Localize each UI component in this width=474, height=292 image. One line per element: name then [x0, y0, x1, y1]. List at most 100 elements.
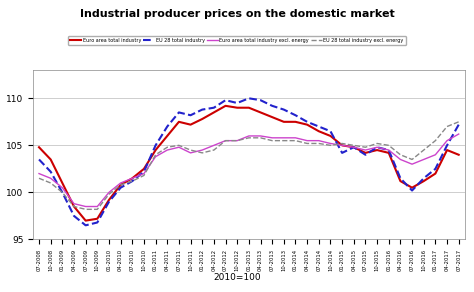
Euro area total industry — [129, 177, 135, 180]
Euro area total industry excl. energy — [36, 172, 42, 175]
EU 28 total industry — [71, 214, 77, 218]
Euro area total industry excl. energy — [153, 155, 158, 158]
Euro area total industry excl. energy — [328, 142, 333, 145]
EU 28 total industry — [386, 148, 392, 152]
Euro area total industry — [223, 104, 228, 107]
Euro area total industry — [94, 217, 100, 220]
EU 28 total industry excl. energy — [36, 177, 42, 180]
Euro area total industry — [118, 183, 123, 187]
EU 28 total industry excl. energy — [176, 144, 182, 147]
EU 28 total industry excl. energy — [328, 144, 333, 147]
EU 28 total industry excl. energy — [141, 174, 147, 177]
Euro area total industry excl. energy — [200, 148, 205, 152]
Euro area total industry — [83, 219, 89, 223]
Euro area total industry — [200, 117, 205, 121]
EU 28 total industry excl. energy — [351, 144, 356, 147]
Euro area total industry excl. energy — [281, 136, 287, 140]
Euro area total industry — [351, 145, 356, 149]
Euro area total industry excl. energy — [164, 148, 170, 152]
EU 28 total industry excl. energy — [258, 136, 264, 140]
EU 28 total industry excl. energy — [316, 142, 322, 145]
EU 28 total industry excl. energy — [421, 148, 427, 152]
EU 28 total industry — [433, 167, 438, 171]
Euro area total industry — [246, 106, 252, 110]
EU 28 total industry excl. energy — [200, 151, 205, 155]
EU 28 total industry — [398, 177, 403, 180]
EU 28 total industry — [106, 200, 112, 204]
Euro area total industry — [106, 198, 112, 202]
EU 28 total industry excl. energy — [48, 181, 54, 185]
EU 28 total industry — [363, 153, 368, 157]
Euro area total industry excl. energy — [374, 145, 380, 149]
Euro area total industry — [59, 181, 65, 185]
Euro area total industry — [328, 134, 333, 138]
Euro area total industry excl. energy — [386, 148, 392, 152]
Line: Euro area total industry: Euro area total industry — [39, 106, 459, 221]
Euro area total industry — [444, 148, 450, 152]
EU 28 total industry excl. energy — [153, 153, 158, 157]
Euro area total industry excl. energy — [339, 144, 345, 147]
EU 28 total industry — [200, 108, 205, 111]
EU 28 total industry — [48, 170, 54, 173]
Euro area total industry excl. energy — [106, 191, 112, 194]
EU 28 total industry excl. energy — [223, 139, 228, 142]
Euro area total industry — [269, 115, 275, 119]
Euro area total industry excl. energy — [398, 158, 403, 161]
EU 28 total industry — [36, 158, 42, 161]
EU 28 total industry — [444, 144, 450, 147]
EU 28 total industry — [164, 125, 170, 128]
EU 28 total industry — [153, 144, 158, 147]
EU 28 total industry excl. energy — [83, 208, 89, 211]
Euro area total industry excl. energy — [409, 162, 415, 166]
EU 28 total industry excl. energy — [398, 153, 403, 157]
EU 28 total industry — [281, 108, 287, 111]
Euro area total industry — [211, 111, 217, 114]
Euro area total industry excl. energy — [176, 145, 182, 149]
EU 28 total industry — [223, 98, 228, 102]
EU 28 total industry — [141, 170, 147, 173]
EU 28 total industry — [456, 123, 462, 126]
Legend: Euro area total industry, EU 28 total industry, Euro area total industry excl. e: Euro area total industry, EU 28 total in… — [68, 36, 406, 45]
Euro area total industry — [363, 151, 368, 155]
EU 28 total industry — [269, 104, 275, 107]
EU 28 total industry excl. energy — [211, 148, 217, 152]
EU 28 total industry excl. energy — [118, 183, 123, 187]
Euro area total industry — [409, 186, 415, 190]
EU 28 total industry — [129, 179, 135, 183]
Euro area total industry excl. energy — [129, 177, 135, 180]
Euro area total industry — [176, 120, 182, 124]
Euro area total industry excl. energy — [234, 139, 240, 142]
EU 28 total industry — [328, 129, 333, 133]
EU 28 total industry excl. energy — [386, 144, 392, 147]
EU 28 total industry excl. energy — [269, 139, 275, 142]
EU 28 total industry excl. energy — [456, 120, 462, 124]
Euro area total industry excl. energy — [269, 136, 275, 140]
EU 28 total industry — [83, 224, 89, 227]
Line: EU 28 total industry excl. energy: EU 28 total industry excl. energy — [39, 122, 459, 209]
Euro area total industry — [456, 153, 462, 157]
EU 28 total industry — [292, 114, 298, 117]
EU 28 total industry — [351, 145, 356, 149]
Euro area total industry excl. energy — [292, 136, 298, 140]
EU 28 total industry — [304, 120, 310, 124]
EU 28 total industry excl. energy — [59, 191, 65, 194]
EU 28 total industry — [421, 177, 427, 180]
EU 28 total industry — [176, 111, 182, 114]
Euro area total industry excl. energy — [83, 205, 89, 208]
Euro area total industry excl. energy — [71, 202, 77, 206]
EU 28 total industry — [316, 125, 322, 128]
EU 28 total industry excl. energy — [94, 208, 100, 211]
Euro area total industry — [71, 205, 77, 208]
Euro area total industry excl. energy — [48, 177, 54, 180]
Text: Industrial producer prices on the domestic market: Industrial producer prices on the domest… — [80, 9, 394, 19]
Euro area total industry — [281, 120, 287, 124]
EU 28 total industry excl. energy — [409, 158, 415, 161]
Text: 2010=100: 2010=100 — [213, 273, 261, 282]
Euro area total industry excl. energy — [258, 134, 264, 138]
Euro area total industry — [433, 172, 438, 175]
EU 28 total industry — [118, 186, 123, 190]
Euro area total industry — [164, 134, 170, 138]
EU 28 total industry — [94, 221, 100, 224]
Euro area total industry — [339, 144, 345, 147]
Euro area total industry excl. energy — [118, 181, 123, 185]
